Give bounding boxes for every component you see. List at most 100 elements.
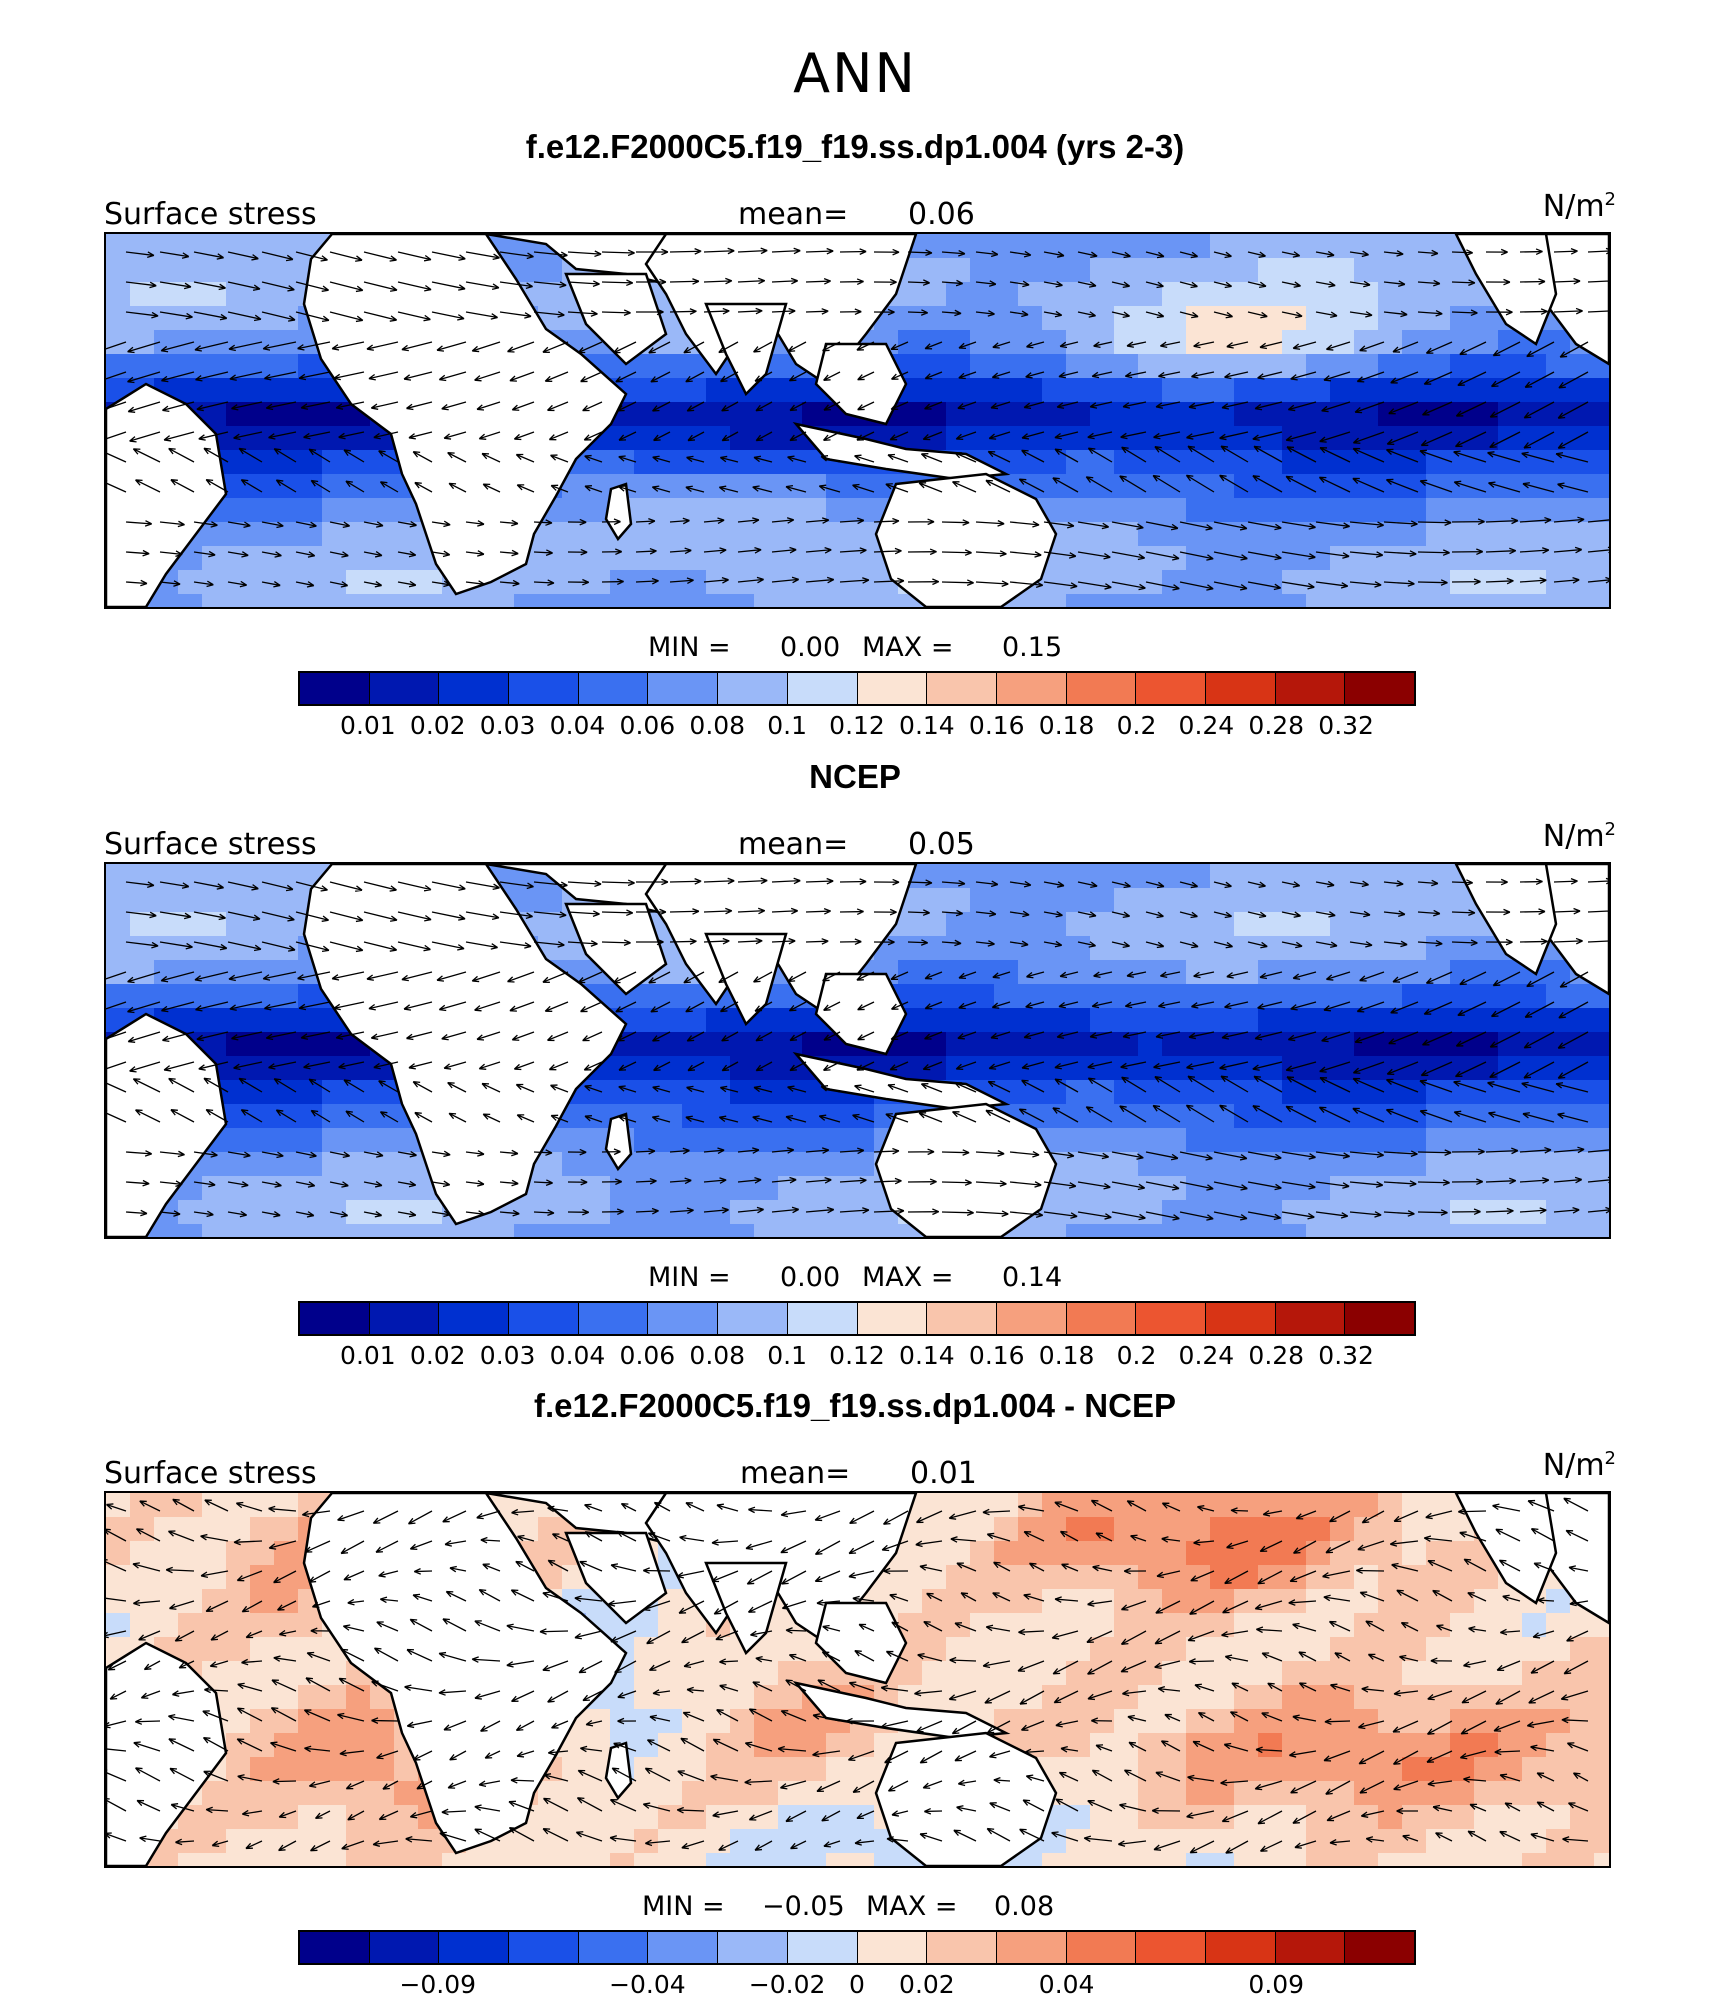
wind-stress-vectors bbox=[106, 247, 1609, 591]
panel-3-map-svg bbox=[106, 1493, 1609, 1866]
panel-3-min-value: −0.05 bbox=[762, 1891, 845, 1922]
colorbar-cell bbox=[857, 673, 928, 704]
colorbar-cell bbox=[509, 673, 579, 704]
land-india bbox=[704, 302, 788, 397]
colorbar-cell bbox=[439, 1303, 510, 1334]
panel-3-variable: Surface stress bbox=[104, 1456, 317, 1491]
colorbar-tick-label: 0.14 bbox=[899, 711, 955, 740]
colorbar-cell bbox=[369, 673, 440, 704]
colorbar-cell bbox=[648, 1303, 719, 1334]
land-camerica bbox=[1454, 864, 1558, 976]
land-madagascar bbox=[604, 1112, 633, 1172]
land-seasia bbox=[814, 1601, 908, 1685]
colorbar-cell bbox=[787, 673, 858, 704]
colorbar-tick-label: 0.18 bbox=[1038, 1341, 1095, 1370]
colorbar-tick-label: 0.16 bbox=[968, 1341, 1025, 1370]
land-samerica bbox=[106, 1641, 228, 1866]
colorbar-cell bbox=[1345, 1932, 1414, 1963]
colorbar-cell bbox=[1066, 1932, 1137, 1963]
land-africa bbox=[302, 234, 628, 596]
colorbar-cell bbox=[996, 673, 1067, 704]
colorbar-cell bbox=[1136, 673, 1206, 704]
colorbar-tick-label: 0.02 bbox=[409, 1341, 466, 1370]
colorbar-tick-label: 0 bbox=[849, 1970, 865, 1999]
land-australia bbox=[874, 1731, 1058, 1866]
colorbar-cell bbox=[509, 1303, 579, 1334]
land-indonesia bbox=[792, 1052, 1011, 1111]
panel-3-map bbox=[104, 1491, 1611, 1868]
colorbar-cell bbox=[369, 1932, 440, 1963]
panel-2-variable: Surface stress bbox=[104, 827, 317, 862]
colorbar-cell bbox=[369, 1303, 440, 1334]
colorbar-cell bbox=[578, 1303, 649, 1334]
land-madagascar bbox=[604, 1741, 633, 1801]
colorbar-cell bbox=[996, 1303, 1067, 1334]
colorbar-cell bbox=[509, 1932, 579, 1963]
colorbar-tick-label: 0.04 bbox=[549, 711, 606, 740]
colorbar-tick-label: −0.02 bbox=[748, 1970, 826, 1999]
colorbar-tick-label: 0.16 bbox=[968, 711, 1025, 740]
land-masses bbox=[106, 1493, 1609, 1866]
land-camerica bbox=[1454, 234, 1558, 346]
wind-stress-vectors bbox=[106, 1497, 1589, 1854]
colorbar-cell bbox=[648, 673, 719, 704]
colorbar-cell bbox=[1275, 1932, 1346, 1963]
colorbar-cell bbox=[1205, 1932, 1276, 1963]
panel-1-min-label: MIN = bbox=[648, 632, 731, 663]
colorbar-tick-label: 0.06 bbox=[619, 711, 676, 740]
colorbar-tick-label: 0.18 bbox=[1038, 711, 1095, 740]
colorbar-cell bbox=[1066, 673, 1137, 704]
colorbar-tick-label: 0.24 bbox=[1178, 711, 1235, 740]
colorbar-tick-label: 0.2 bbox=[1116, 1341, 1157, 1370]
panel-1-variable: Surface stress bbox=[104, 197, 317, 232]
colorbar-tick-label: −0.04 bbox=[609, 1970, 686, 1999]
colorbar-cell bbox=[300, 1303, 370, 1334]
colorbar-tick-label: 0.14 bbox=[899, 1341, 955, 1370]
colorbar-tick-label: 0.09 bbox=[1248, 1970, 1305, 1999]
panel-3-mean-value: 0.01 bbox=[910, 1456, 977, 1491]
colorbar-cell bbox=[648, 1932, 719, 1963]
panel-3-title: f.e12.F2000C5.f19_f19.ss.dp1.004 - NCEP bbox=[533, 1387, 1176, 1424]
colorbar-cell bbox=[1205, 673, 1276, 704]
land-arabia bbox=[564, 902, 668, 996]
colorbar-cell bbox=[1066, 1303, 1137, 1334]
panel-3-min-label: MIN = bbox=[642, 1891, 725, 1922]
colorbar-cell bbox=[787, 1932, 858, 1963]
colorbar-tick-label: 0.03 bbox=[479, 1341, 536, 1370]
land-africa bbox=[302, 864, 628, 1226]
panel-3-max-label: MAX = bbox=[866, 1891, 958, 1922]
land-arabia bbox=[564, 272, 668, 366]
colorbar-cell bbox=[300, 1932, 370, 1963]
colorbar-cell bbox=[1345, 673, 1414, 704]
panel-1-max-label: MAX = bbox=[862, 632, 954, 663]
colorbar-tick-label: 0.12 bbox=[829, 711, 885, 740]
colorbar-cell bbox=[578, 1932, 649, 1963]
panel-2-title: NCEP bbox=[809, 758, 901, 795]
land-australia bbox=[874, 472, 1058, 607]
colorbar-tick-label: 0.02 bbox=[899, 1970, 955, 1999]
colorbar-cell bbox=[787, 1303, 858, 1334]
colorbar-tick-label: 0.03 bbox=[479, 711, 536, 740]
panel-1-map-svg bbox=[106, 234, 1609, 607]
colorbar-cell bbox=[1345, 1303, 1414, 1334]
colorbar-cell bbox=[857, 1303, 928, 1334]
land-indonesia bbox=[792, 422, 1011, 481]
panel-2-map-svg bbox=[106, 864, 1609, 1237]
panel-1-min-value: 0.00 bbox=[780, 632, 841, 663]
colorbar-tick-label: 0.06 bbox=[619, 1341, 676, 1370]
colorbar-cell bbox=[927, 1932, 997, 1963]
panel-2-max-label: MAX = bbox=[862, 1262, 954, 1293]
colorbar-tick-label: 0.08 bbox=[689, 1341, 746, 1370]
colorbar-tick-label: 0.12 bbox=[829, 1341, 885, 1370]
colorbar-cell bbox=[857, 1932, 928, 1963]
panel-1-units: N/m2 bbox=[1542, 189, 1616, 224]
panel-3-mean-label: mean= bbox=[740, 1456, 851, 1491]
colorbar-tick-label: 0.28 bbox=[1248, 1341, 1305, 1370]
colorbar-cell bbox=[927, 1303, 997, 1334]
colorbar-tick-label: 0.04 bbox=[549, 1341, 606, 1370]
panel-3-units: N/m2 bbox=[1542, 1448, 1616, 1483]
panel-3-max-value: 0.08 bbox=[994, 1891, 1055, 1922]
colorbar-cell bbox=[578, 673, 649, 704]
colorbar-cell bbox=[1136, 1932, 1206, 1963]
wind-stress-vectors bbox=[106, 877, 1609, 1221]
